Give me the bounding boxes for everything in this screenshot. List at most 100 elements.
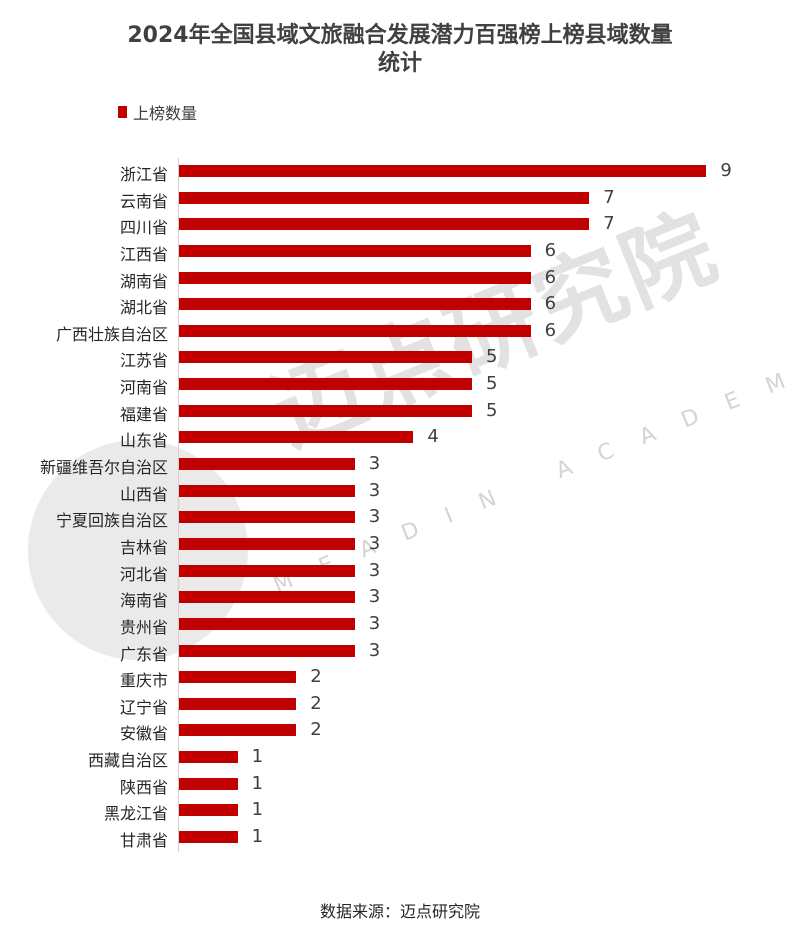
category-label: 湖北省 <box>119 298 168 318</box>
bar-row: 广西壮族自治区 6 <box>0 318 800 344</box>
category-label: 西藏自治区 <box>87 751 168 771</box>
data-label: 7 <box>603 213 615 235</box>
category-label: 辽宁省 <box>119 697 168 717</box>
data-label: 2 <box>310 666 322 688</box>
bar-row: 山西省 3 <box>0 478 800 504</box>
bar-row: 宁夏回族自治区 3 <box>0 504 800 530</box>
category-label: 重庆市 <box>119 671 168 691</box>
bar <box>179 591 355 604</box>
category-label: 湖南省 <box>119 271 168 291</box>
bar <box>179 271 531 284</box>
data-label: 5 <box>486 399 498 421</box>
bar <box>179 831 238 843</box>
bar-row: 山东省 4 <box>0 424 800 450</box>
legend-label: 上榜数量 <box>133 104 198 123</box>
bar <box>179 458 355 471</box>
category-label: 安徽省 <box>119 724 168 744</box>
data-label: 3 <box>368 639 381 661</box>
bar <box>179 564 355 577</box>
chart-legend: 上榜数量 <box>118 100 197 124</box>
bar-row: 辽宁省 2 <box>0 691 800 717</box>
bar-row: 四川省 7 <box>0 211 800 237</box>
bar <box>179 324 531 337</box>
data-label: 6 <box>544 266 557 288</box>
bar <box>179 671 297 684</box>
legend-swatch-icon <box>118 106 127 118</box>
category-label: 江西省 <box>119 244 168 264</box>
bar-row: 黑龙江省 1 <box>0 797 800 823</box>
bar-row: 河南省 5 <box>0 371 800 397</box>
data-label: 5 <box>486 346 498 368</box>
category-label: 宁夏回族自治区 <box>55 511 168 531</box>
bar <box>179 244 531 257</box>
data-label: 4 <box>427 426 439 448</box>
bar-row: 江苏省 5 <box>0 344 800 370</box>
data-label: 9 <box>720 160 732 181</box>
category-label: 福建省 <box>119 404 168 424</box>
bar <box>179 724 297 737</box>
data-label: 1 <box>251 826 264 847</box>
category-label: 四川省 <box>119 218 168 238</box>
bar <box>179 351 472 364</box>
data-label: 2 <box>310 692 322 714</box>
data-label: 3 <box>368 612 381 634</box>
bar-row: 贵州省 3 <box>0 611 800 637</box>
bar-row: 海南省 3 <box>0 584 800 610</box>
data-label: 1 <box>251 746 264 768</box>
data-label: 6 <box>544 293 557 315</box>
data-source: 数据来源：迈点研究院 <box>319 902 480 921</box>
bar-row: 吉林省 3 <box>0 531 800 557</box>
category-label: 贵州省 <box>119 617 168 637</box>
bar <box>179 378 472 391</box>
bar <box>179 511 355 524</box>
data-label: 3 <box>368 506 381 528</box>
bar-row: 江西省 6 <box>0 238 800 264</box>
bar <box>179 751 238 764</box>
chart-title-line1: 2024年全国县域文旅融合发展潜力百强榜上榜县域数量 <box>127 23 673 48</box>
category-label: 山东省 <box>119 431 168 451</box>
category-label: 云南省 <box>119 191 168 211</box>
category-label: 浙江省 <box>119 165 168 184</box>
data-label: 3 <box>368 453 381 475</box>
data-label: 6 <box>544 319 557 341</box>
bar <box>179 165 707 177</box>
bar <box>179 484 355 497</box>
data-label: 2 <box>310 719 322 741</box>
bar-row: 河北省 3 <box>0 558 800 584</box>
category-label: 黑龙江省 <box>103 804 168 824</box>
data-label: 3 <box>368 479 381 501</box>
category-label: 甘肃省 <box>119 831 168 850</box>
category-label: 山西省 <box>119 484 168 504</box>
y-axis-line <box>178 158 179 852</box>
category-label: 新疆维吾尔自治区 <box>39 458 168 478</box>
category-label: 海南省 <box>119 591 168 611</box>
bar-row: 甘肃省 1 <box>0 824 800 850</box>
data-label: 1 <box>251 772 264 794</box>
bar <box>179 431 414 444</box>
bar-row: 西藏自治区 1 <box>0 744 800 770</box>
bar-row: 浙江省 9 <box>0 158 800 184</box>
data-label: 3 <box>368 532 381 554</box>
bar <box>179 697 297 710</box>
data-label: 1 <box>251 799 264 821</box>
category-label: 河南省 <box>119 378 168 398</box>
bar <box>179 617 355 630</box>
category-label: 河北省 <box>119 564 168 584</box>
data-label: 3 <box>368 586 381 608</box>
category-label: 广西壮族自治区 <box>55 324 168 344</box>
bar-row: 安徽省 2 <box>0 717 800 743</box>
bar-row: 陕西省 1 <box>0 771 800 797</box>
category-label: 吉林省 <box>119 537 168 557</box>
bar-row: 广东省 3 <box>0 638 800 664</box>
data-label: 6 <box>544 239 557 261</box>
bar <box>179 404 472 417</box>
data-label: 7 <box>603 186 615 208</box>
bar <box>179 298 531 311</box>
category-label: 广东省 <box>119 644 168 664</box>
bar <box>179 191 590 204</box>
bar <box>179 644 355 657</box>
bar-row: 新疆维吾尔自治区 3 <box>0 451 800 477</box>
bar <box>179 218 590 231</box>
data-label: 3 <box>368 559 381 581</box>
bar <box>179 537 355 550</box>
